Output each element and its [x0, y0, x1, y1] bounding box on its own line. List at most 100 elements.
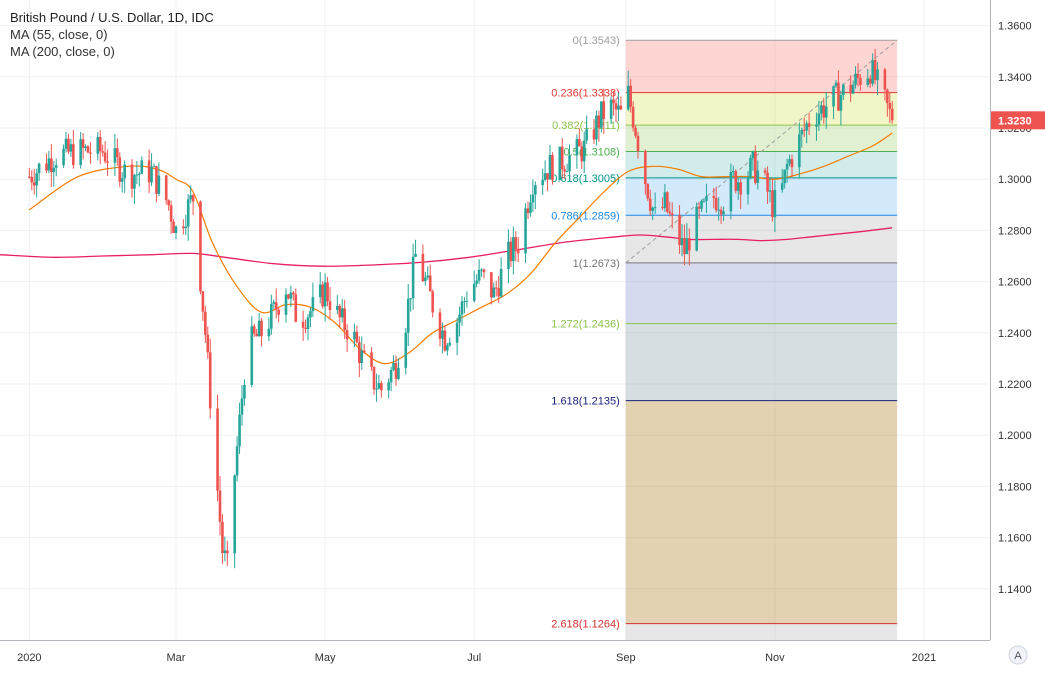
candle-down [580, 146, 584, 162]
candle-down [612, 99, 615, 104]
candle-down [372, 366, 376, 390]
candle-up [250, 326, 254, 385]
candle-down [526, 208, 530, 214]
candle-down [683, 238, 686, 255]
candle-up [820, 105, 823, 114]
candle-down [321, 284, 324, 307]
auto-scale-button[interactable] [1008, 645, 1028, 665]
candle-up [397, 367, 400, 379]
fib-zone [625, 177, 898, 216]
candle-down [802, 129, 806, 131]
candle-down [712, 196, 716, 198]
candle-down [497, 288, 500, 297]
candle-down [355, 331, 359, 343]
candle-up [140, 160, 144, 174]
candle-down [326, 282, 329, 302]
candle-up [235, 446, 239, 476]
candle-down [106, 161, 109, 163]
candle-down [199, 201, 202, 292]
candle-up [64, 138, 68, 149]
candle-up [653, 207, 657, 209]
candle-up [626, 85, 630, 110]
candle-up [834, 82, 838, 87]
fib-retracement[interactable]: 0(1.3543) 0.236(1.3338) 0.382(1.3211) 0.5(1… [551, 35, 898, 640]
candle-up [336, 305, 339, 310]
fib-zone [625, 151, 898, 178]
candle-up [360, 350, 364, 364]
last-price-tag[interactable] [991, 111, 1045, 130]
symbol-title[interactable]: British Pound / U.S. Dollar, 1D, IDC [10, 10, 214, 25]
candle-down [509, 241, 513, 262]
candle-down [560, 146, 564, 170]
candle-down [218, 490, 222, 522]
candle-up [377, 383, 381, 389]
candle-up [824, 106, 828, 118]
candle-down [807, 123, 811, 127]
time-tick-label: 2021 [912, 652, 936, 664]
candle-down [648, 198, 652, 211]
fib-zone [625, 92, 898, 126]
candle-down [734, 171, 738, 191]
candle-up [123, 164, 126, 179]
candle-up [47, 158, 51, 171]
candle-up [186, 199, 190, 227]
candle-down [636, 135, 640, 152]
price-tick-label: 1.2000 [998, 430, 1032, 442]
candle-up [35, 173, 38, 186]
candle-down [763, 170, 767, 173]
candle-down [67, 138, 70, 152]
candle-up [788, 159, 791, 164]
candle-up [475, 280, 478, 284]
candle-down [86, 146, 90, 153]
candle-up [387, 382, 390, 391]
candle-up [685, 238, 689, 255]
candle-down [514, 237, 518, 250]
candle-down [208, 352, 212, 409]
candle-up [548, 155, 552, 180]
candle-down [362, 350, 366, 353]
candle-up [113, 148, 117, 163]
candle-up [702, 200, 706, 202]
candle-down [837, 82, 840, 111]
candle-down [72, 144, 75, 165]
candle-down [101, 151, 104, 153]
candle-down [890, 108, 894, 121]
candle-up [458, 314, 461, 323]
candle-down [294, 294, 298, 322]
fib-level-label: 1.618(1.2135) [551, 396, 620, 408]
candle-up [582, 140, 586, 162]
candle-up [695, 206, 698, 251]
candle-down [578, 139, 581, 147]
candle-down [790, 159, 794, 168]
candle-down [103, 152, 107, 162]
price-tick-label: 1.3000 [998, 174, 1032, 186]
time-tick-label: Mar [167, 652, 186, 664]
candle-up [52, 167, 56, 173]
fib-trend-line[interactable] [625, 39, 898, 264]
candle-up [62, 148, 65, 166]
fib-zone [625, 40, 898, 93]
candle-down [754, 151, 757, 183]
price-axis[interactable]: 1.36001.34001.32001.30001.28001.26001.24… [990, 0, 1045, 670]
ma55-legend[interactable]: MA (55, close, 0) [10, 27, 108, 42]
candle-down [164, 175, 168, 201]
fib-level-label: 0.382(1.3211) [552, 120, 620, 132]
fib-zone [625, 262, 898, 324]
ma200-legend[interactable]: MA (200, close, 0) [10, 44, 115, 59]
candle-down [602, 101, 606, 119]
candle-up [392, 362, 395, 370]
candle-down [45, 163, 48, 171]
candle-up [460, 301, 464, 315]
candle-down [886, 89, 889, 104]
candle-down [130, 164, 134, 189]
time-axis[interactable]: 2020 Mar May Jul Sep Nov 2021 A [0, 640, 1045, 670]
candle-up [446, 345, 449, 351]
candle-up [306, 317, 310, 329]
candle-down [678, 215, 681, 246]
candle-down [546, 173, 549, 180]
candle-down [516, 249, 520, 254]
candle-down [856, 73, 860, 79]
price-tick-label: 1.2200 [998, 379, 1032, 391]
